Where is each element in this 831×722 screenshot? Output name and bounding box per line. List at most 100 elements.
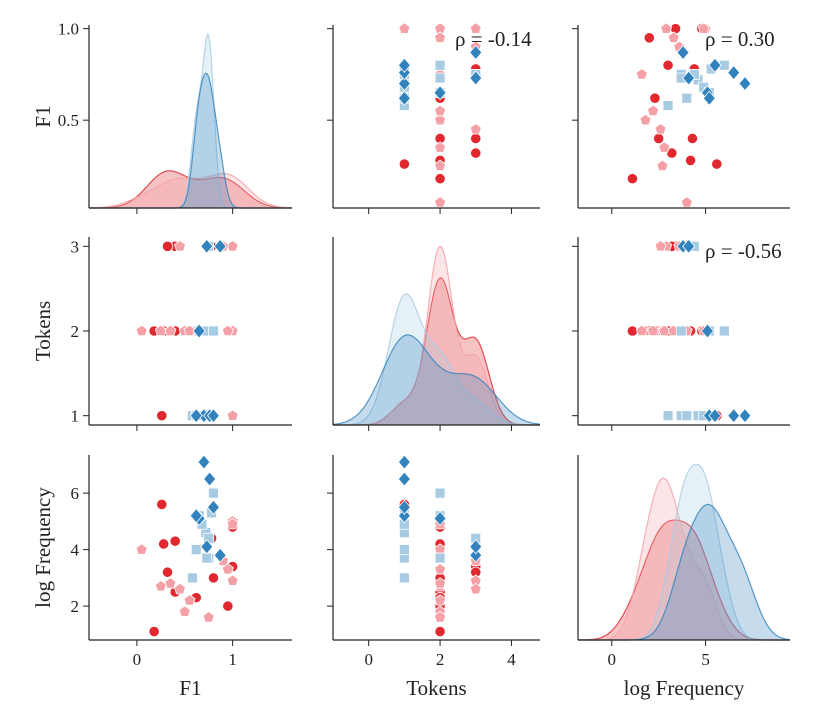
point: [208, 325, 219, 337]
kde-area: [578, 520, 790, 640]
point: [226, 517, 239, 530]
point: [667, 31, 680, 43]
point: [226, 240, 239, 252]
point: [398, 158, 410, 170]
point: [187, 572, 198, 584]
point: [682, 70, 696, 86]
point: [398, 22, 411, 34]
point: [682, 238, 696, 254]
kde-area: [333, 246, 540, 425]
point: [635, 324, 648, 337]
x-tick-label: 2: [436, 650, 445, 669]
point: [397, 75, 411, 92]
point: [434, 563, 447, 575]
point: [161, 566, 174, 578]
y-tick-label: 2: [71, 322, 80, 341]
point: [397, 90, 411, 106]
point: [434, 552, 446, 564]
x-tick-label: 1: [228, 650, 237, 669]
x-tick-label: 0: [364, 650, 373, 669]
point: [626, 173, 639, 185]
point: [213, 238, 227, 254]
y-tick-label: 4: [71, 541, 80, 560]
point: [697, 22, 710, 34]
point: [675, 325, 687, 337]
point: [213, 547, 227, 563]
point: [718, 325, 730, 337]
point: [635, 68, 648, 80]
point: [397, 471, 411, 487]
kde-area: [578, 478, 790, 640]
point: [173, 240, 186, 252]
point: [208, 487, 219, 499]
point: [161, 240, 174, 252]
point: [173, 582, 186, 595]
point: [469, 44, 483, 61]
point: [647, 324, 660, 337]
point: [226, 574, 239, 586]
point: [156, 410, 168, 422]
x-tick-label: 4: [507, 650, 516, 669]
point: [434, 577, 447, 589]
x-axis-label: F1: [179, 676, 201, 700]
point: [469, 22, 482, 34]
point: [676, 44, 690, 61]
point: [135, 324, 148, 337]
point: [469, 123, 482, 135]
point: [738, 75, 752, 92]
y-axis-label: F1: [31, 105, 55, 127]
kde-area: [333, 277, 540, 425]
kde-line: [333, 293, 540, 426]
point: [434, 104, 447, 117]
kde-area: [89, 170, 292, 208]
point: [434, 173, 446, 185]
annotation: ρ = 0.30: [705, 27, 775, 51]
x-tick-label: 5: [701, 650, 710, 669]
point: [647, 104, 660, 117]
point: [398, 544, 410, 556]
point: [653, 132, 665, 145]
point: [148, 625, 160, 638]
point: [434, 59, 446, 71]
point: [434, 594, 447, 606]
point: [738, 408, 752, 424]
point: [434, 159, 447, 172]
kde-area: [578, 504, 790, 640]
point: [397, 499, 411, 515]
annotation: ρ = -0.56: [705, 239, 782, 263]
point: [222, 600, 234, 612]
point: [666, 147, 678, 159]
point: [206, 499, 221, 515]
y-axis-label: Tokens: [31, 301, 55, 361]
point: [639, 113, 652, 126]
point: [708, 57, 722, 73]
point: [434, 196, 447, 208]
point: [434, 625, 446, 638]
point: [654, 123, 667, 135]
point: [200, 539, 214, 555]
point: [708, 408, 722, 424]
point: [183, 594, 196, 606]
point: [660, 22, 673, 34]
point: [469, 582, 482, 595]
y-tick-label: 6: [71, 484, 80, 503]
point: [164, 577, 177, 589]
point: [626, 325, 639, 337]
point: [700, 323, 714, 339]
point: [711, 158, 723, 170]
annotation: ρ = -0.14: [455, 27, 532, 51]
point: [656, 159, 669, 172]
point: [135, 543, 148, 555]
y-axis-label: log Frequency: [31, 487, 55, 608]
point: [469, 547, 483, 563]
point: [169, 535, 181, 547]
point: [397, 508, 411, 524]
point: [397, 57, 411, 73]
point: [727, 64, 741, 81]
point: [662, 410, 674, 422]
point: [202, 611, 215, 623]
x-axis-label: log Frequency: [624, 676, 745, 700]
point: [164, 324, 177, 337]
point: [681, 92, 693, 104]
